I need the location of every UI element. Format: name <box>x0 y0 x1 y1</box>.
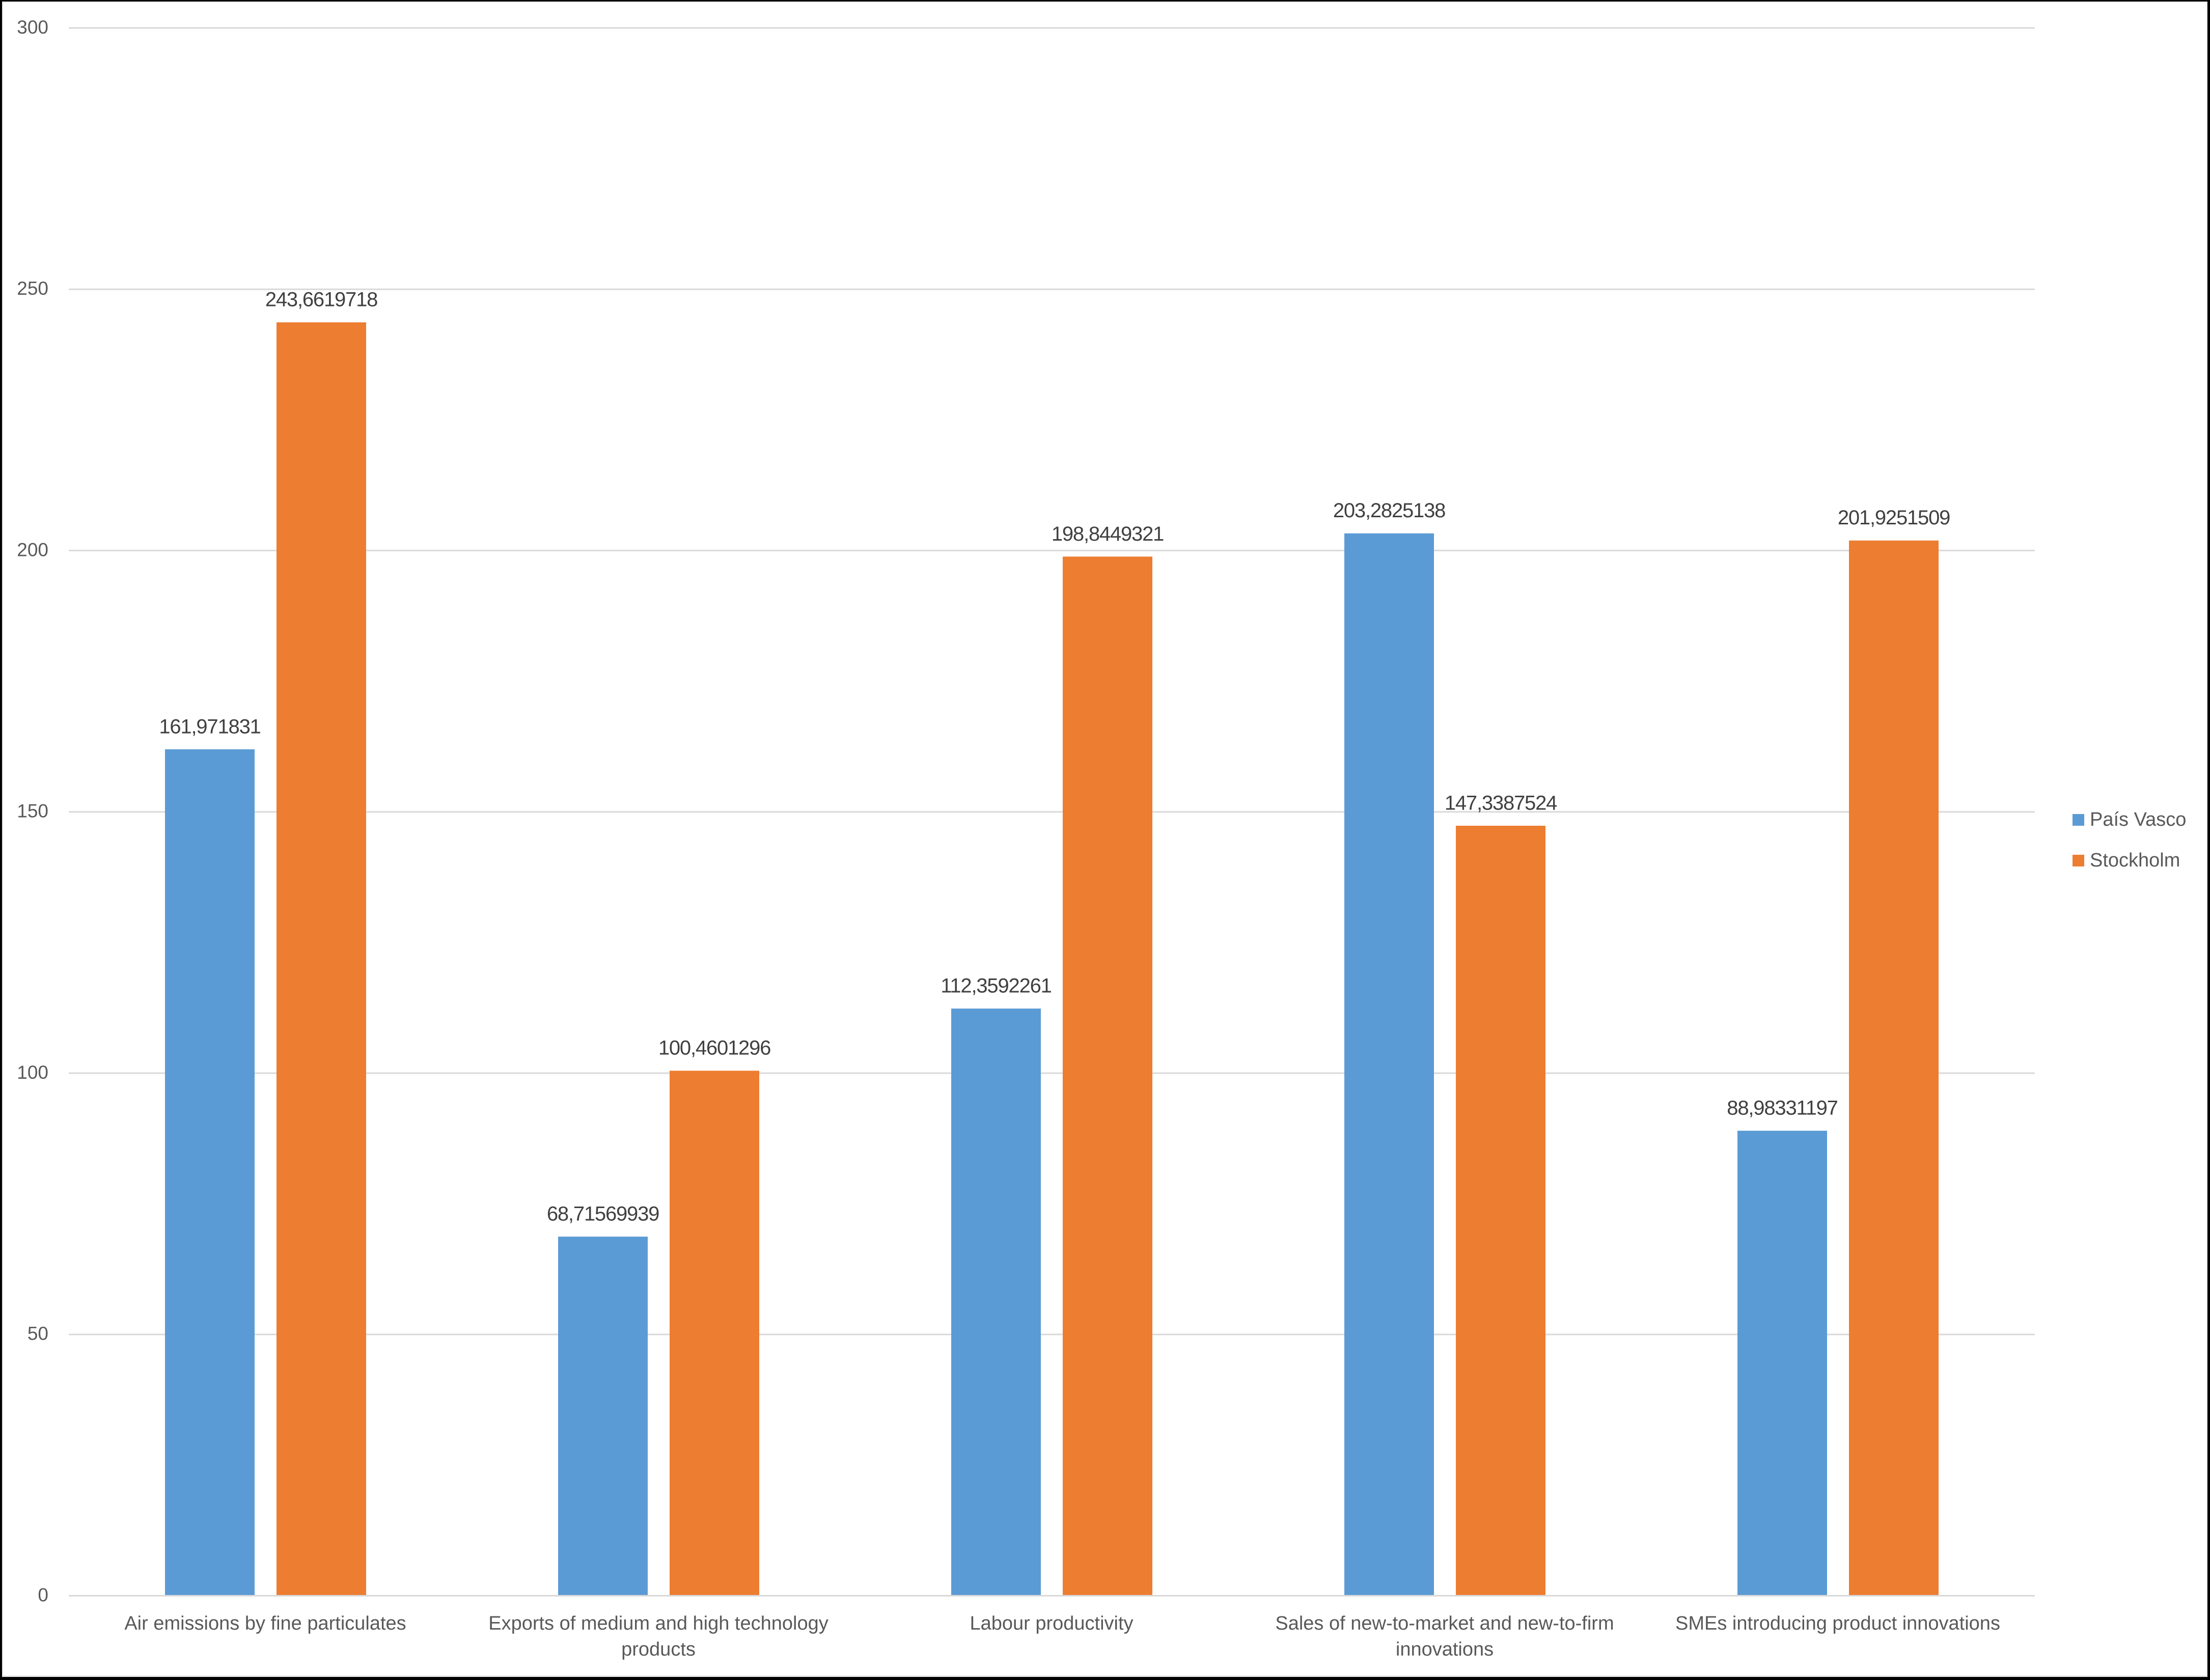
svg-text:50: 50 <box>27 1323 48 1344</box>
svg-text:innovations: innovations <box>1396 1639 1494 1660</box>
svg-text:200: 200 <box>17 539 48 560</box>
svg-text:243,6619718: 243,6619718 <box>265 289 377 311</box>
svg-text:201,9251509: 201,9251509 <box>1838 507 1950 529</box>
svg-text:Sales of new-to-market and new: Sales of new-to-market and new-to-firm <box>1275 1613 1614 1634</box>
svg-text:300: 300 <box>17 17 48 38</box>
svg-text:100,4601296: 100,4601296 <box>658 1037 770 1059</box>
svg-text:68,71569939: 68,71569939 <box>547 1203 659 1225</box>
svg-text:88,98331197: 88,98331197 <box>1727 1097 1837 1119</box>
svg-text:0: 0 <box>38 1585 48 1606</box>
svg-text:Air emissions by fine particul: Air emissions by fine particulates <box>124 1613 406 1634</box>
svg-text:198,8449321: 198,8449321 <box>1052 523 1164 545</box>
svg-text:147,3387524: 147,3387524 <box>1445 792 1557 815</box>
svg-text:Exports of medium and high tec: Exports of medium and high technology <box>488 1613 828 1634</box>
svg-text:100: 100 <box>17 1062 48 1083</box>
svg-text:161,971831: 161,971831 <box>159 715 260 738</box>
svg-text:150: 150 <box>17 801 48 822</box>
svg-text:País Vasco: País Vasco <box>2090 809 2186 830</box>
svg-text:SMEs introducing product innov: SMEs introducing product innovations <box>1675 1613 2000 1634</box>
svg-text:Stockholm: Stockholm <box>2090 850 2180 871</box>
svg-text:250: 250 <box>17 278 48 299</box>
svg-text:Labour productivity: Labour productivity <box>970 1613 1133 1634</box>
svg-text:112,3592261: 112,3592261 <box>941 975 1051 997</box>
svg-text:products: products <box>621 1639 696 1660</box>
svg-text:203,2825138: 203,2825138 <box>1333 499 1445 522</box>
